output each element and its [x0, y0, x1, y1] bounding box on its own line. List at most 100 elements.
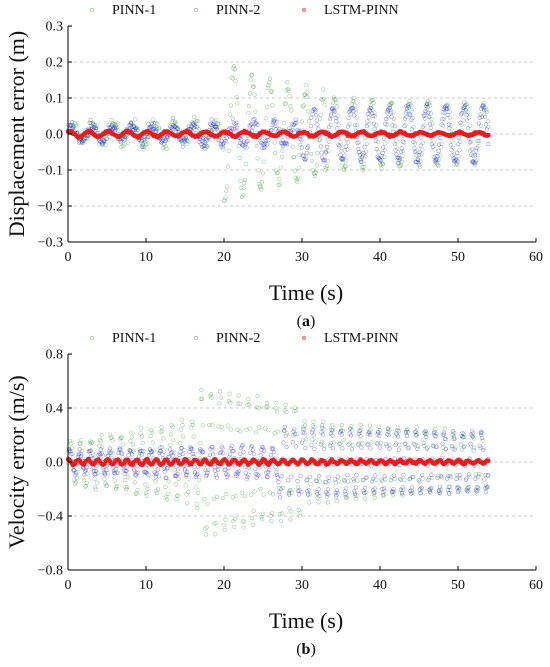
data-point — [232, 121, 237, 126]
data-point — [187, 449, 192, 454]
data-point — [431, 444, 436, 449]
data-point — [313, 439, 318, 444]
data-point — [408, 112, 413, 117]
data-point — [293, 444, 299, 449]
data-point — [189, 445, 194, 450]
data-point — [441, 116, 447, 121]
data-point — [79, 438, 84, 443]
data-point — [256, 473, 261, 478]
data-point — [292, 427, 297, 432]
data-point — [447, 484, 452, 489]
data-point — [253, 109, 258, 114]
data-point — [351, 108, 356, 114]
data-point — [430, 121, 435, 126]
data-point — [339, 148, 344, 153]
data-point — [374, 477, 379, 482]
data-point — [289, 474, 294, 479]
data-point — [248, 77, 253, 82]
data-point — [439, 475, 444, 480]
data-point — [397, 442, 402, 447]
legend: PINN-1 PINN-2 LSTM-PINN — [89, 3, 399, 18]
data-point — [109, 118, 114, 123]
data-point — [239, 194, 245, 200]
data-point — [231, 449, 236, 454]
data-point — [261, 492, 266, 497]
data-point — [205, 501, 210, 507]
data-point — [359, 159, 364, 164]
data-point — [387, 105, 393, 110]
data-point — [483, 490, 489, 495]
legend-marker — [193, 335, 199, 341]
data-point — [149, 428, 154, 433]
data-point — [123, 478, 128, 483]
data-point — [297, 488, 302, 493]
data-point — [213, 468, 218, 473]
data-point — [277, 495, 283, 500]
legend-marker — [301, 335, 307, 341]
data-point — [302, 419, 307, 424]
data-point — [300, 440, 305, 445]
data-point — [387, 106, 392, 111]
data-point — [243, 161, 248, 166]
data-point — [429, 116, 434, 122]
data-point — [471, 160, 476, 165]
data-point — [93, 469, 98, 474]
data-point — [153, 471, 158, 476]
data-point — [184, 472, 189, 477]
data-point — [397, 476, 403, 482]
data-point — [214, 494, 220, 499]
data-point — [470, 434, 475, 439]
data-point — [459, 122, 464, 128]
data-point — [311, 419, 316, 424]
data-point — [259, 444, 265, 449]
panel-label: (a) — [297, 313, 316, 330]
data-point — [267, 467, 272, 473]
x-tick-label: 20 — [217, 250, 231, 265]
data-point — [450, 153, 455, 158]
data-point — [175, 467, 180, 472]
panel-label: (b) — [296, 641, 316, 658]
data-point — [458, 120, 463, 125]
data-point — [186, 490, 191, 495]
y-tick-label: −0.1 — [38, 164, 63, 179]
data-point — [483, 472, 488, 478]
data-point — [347, 441, 352, 446]
data-point — [323, 479, 328, 485]
data-point — [271, 492, 276, 497]
data-point — [232, 516, 237, 522]
data-point — [289, 490, 294, 495]
data-point — [429, 141, 435, 147]
data-point — [327, 117, 333, 122]
data-point — [460, 430, 465, 435]
data-point — [300, 145, 305, 150]
legend-label: PINN-1 — [112, 3, 156, 18]
data-point — [271, 447, 276, 452]
data-point — [231, 127, 236, 132]
data-point — [296, 166, 302, 171]
data-point — [417, 150, 422, 155]
data-point — [341, 437, 346, 442]
data-point — [288, 104, 293, 109]
data-point — [467, 474, 472, 479]
data-point — [194, 124, 199, 129]
data-point — [334, 488, 339, 493]
data-point — [284, 445, 289, 450]
data-point — [129, 430, 134, 435]
data-point — [362, 162, 367, 167]
data-point — [123, 485, 128, 490]
data-point — [423, 108, 428, 114]
data-point — [339, 432, 344, 438]
data-point — [104, 483, 110, 488]
panel-paren: ) — [310, 313, 315, 330]
data-point — [480, 435, 485, 440]
data-point — [341, 167, 347, 172]
data-point — [321, 419, 326, 424]
data-point — [255, 156, 260, 161]
x-tick-label: 60 — [529, 250, 543, 265]
data-point — [420, 472, 425, 477]
data-point — [297, 153, 302, 158]
data-point — [472, 445, 477, 450]
data-point — [276, 479, 281, 484]
data-point — [222, 527, 227, 533]
data-point — [384, 116, 389, 122]
